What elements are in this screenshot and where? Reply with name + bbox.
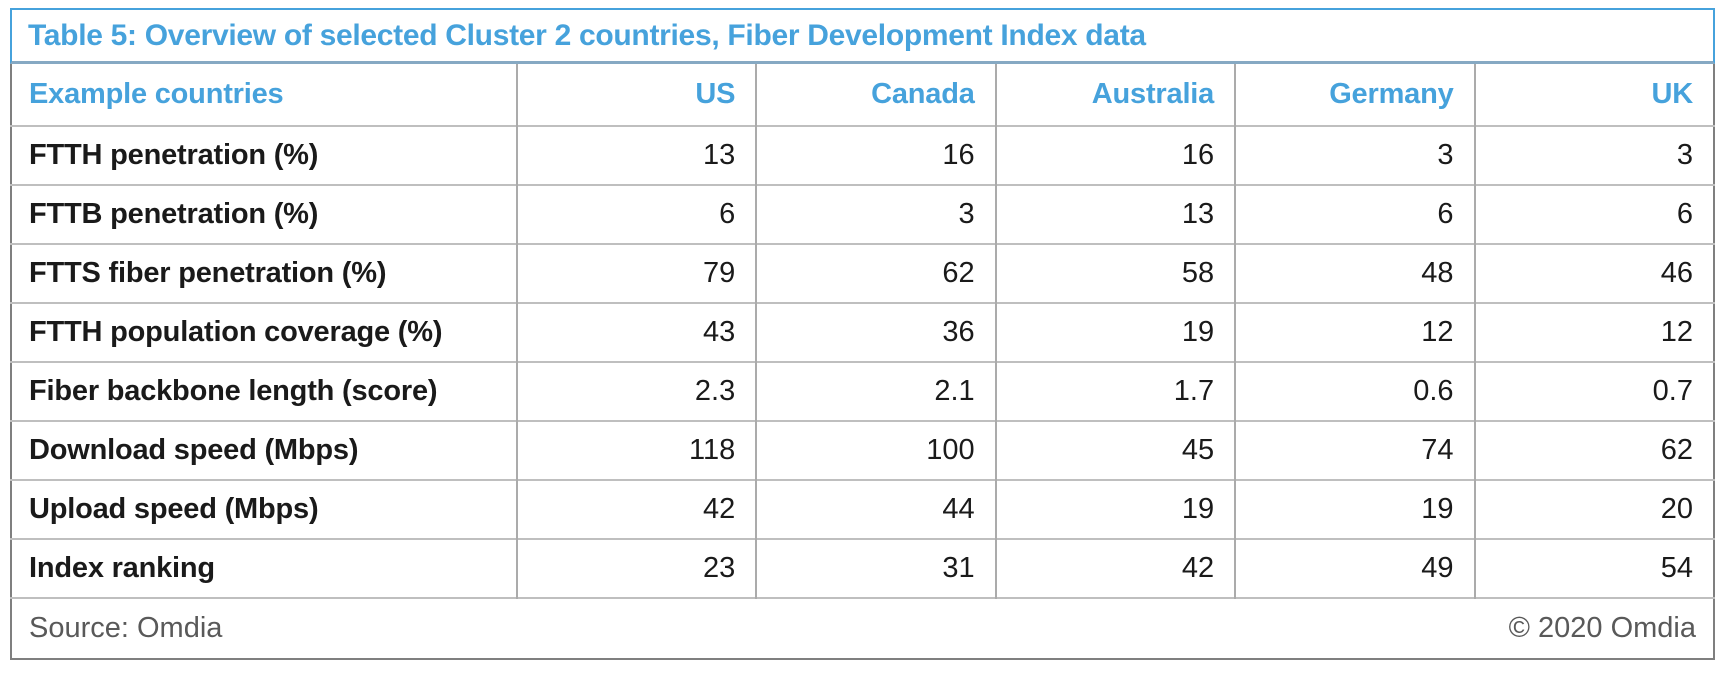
value-cell: 16 bbox=[994, 125, 1236, 185]
fdi-data-table: Example countries US Canada Australia Ge… bbox=[10, 64, 1715, 660]
table-row-fttb-penetration: FTTB penetration (%) 6 3 13 6 6 bbox=[11, 184, 1714, 244]
value-cell: 6 bbox=[1473, 184, 1714, 244]
value-cell: 46 bbox=[1473, 243, 1714, 303]
value-cell: 2.1 bbox=[755, 361, 996, 421]
row-label: FTTH penetration (%) bbox=[11, 125, 517, 185]
row-label: FTTS fiber penetration (%) bbox=[11, 243, 517, 303]
value-cell: 3 bbox=[1473, 125, 1714, 185]
table-row-upload-speed: Upload speed (Mbps) 42 44 19 19 20 bbox=[11, 479, 1714, 539]
value-cell: 1.7 bbox=[994, 361, 1236, 421]
row-label: FTTB penetration (%) bbox=[11, 184, 517, 244]
table-row-fiber-backbone-length: Fiber backbone length (score) 2.3 2.1 1.… bbox=[11, 361, 1714, 421]
fdi-table-container: Table 5: Overview of selected Cluster 2 … bbox=[10, 8, 1715, 660]
value-cell: 42 bbox=[994, 538, 1236, 598]
value-cell: 19 bbox=[994, 302, 1236, 362]
table-title-bar: Table 5: Overview of selected Cluster 2 … bbox=[10, 8, 1715, 64]
table-row-ftts-fiber-penetration: FTTS fiber penetration (%) 79 62 58 48 4… bbox=[11, 243, 1714, 303]
table-row-ftth-population-coverage: FTTH population coverage (%) 43 36 19 12… bbox=[11, 302, 1714, 362]
value-cell: 13 bbox=[994, 184, 1236, 244]
value-cell: 19 bbox=[1234, 479, 1475, 539]
value-cell: 16 bbox=[755, 125, 996, 185]
value-cell: 12 bbox=[1473, 302, 1714, 362]
value-cell: 6 bbox=[1234, 184, 1475, 244]
value-cell: 62 bbox=[755, 243, 996, 303]
table-row-ftth-penetration: FTTH penetration (%) 13 16 16 3 3 bbox=[11, 125, 1714, 185]
value-cell: 49 bbox=[1234, 538, 1475, 598]
value-cell: 36 bbox=[755, 302, 996, 362]
value-cell: 13 bbox=[515, 125, 757, 185]
value-cell: 0.7 bbox=[1473, 361, 1714, 421]
table-row-download-speed: Download speed (Mbps) 118 100 45 74 62 bbox=[11, 420, 1714, 480]
header-canada: Canada bbox=[755, 64, 996, 126]
value-cell: 43 bbox=[515, 302, 757, 362]
value-cell: 6 bbox=[515, 184, 757, 244]
value-cell: 3 bbox=[1234, 125, 1475, 185]
value-cell: 100 bbox=[755, 420, 996, 480]
value-cell: 44 bbox=[755, 479, 996, 539]
header-uk: UK bbox=[1473, 64, 1714, 126]
value-cell: 42 bbox=[515, 479, 757, 539]
header-australia: Australia bbox=[994, 64, 1236, 126]
row-label: Upload speed (Mbps) bbox=[11, 479, 517, 539]
table-footer-row: Source: Omdia © 2020 Omdia bbox=[11, 597, 1714, 659]
value-cell: 74 bbox=[1234, 420, 1475, 480]
table-row-index-ranking: Index ranking 23 31 42 49 54 bbox=[11, 538, 1714, 598]
value-cell: 0.6 bbox=[1234, 361, 1475, 421]
source-note: Source: Omdia bbox=[29, 612, 223, 644]
header-row: Example countries US Canada Australia Ge… bbox=[11, 64, 1714, 126]
value-cell: 23 bbox=[515, 538, 757, 598]
value-cell: 58 bbox=[994, 243, 1236, 303]
value-cell: 2.3 bbox=[515, 361, 757, 421]
table-title: Table 5: Overview of selected Cluster 2 … bbox=[28, 19, 1146, 52]
value-cell: 62 bbox=[1473, 420, 1714, 480]
value-cell: 20 bbox=[1473, 479, 1714, 539]
header-example-countries: Example countries bbox=[11, 64, 517, 126]
value-cell: 31 bbox=[755, 538, 996, 598]
value-cell: 3 bbox=[755, 184, 996, 244]
row-label: Fiber backbone length (score) bbox=[11, 361, 517, 421]
copyright-note: © 2020 Omdia bbox=[1508, 612, 1696, 644]
value-cell: 48 bbox=[1234, 243, 1475, 303]
value-cell: 79 bbox=[515, 243, 757, 303]
value-cell: 19 bbox=[994, 479, 1236, 539]
value-cell: 12 bbox=[1234, 302, 1475, 362]
value-cell: 54 bbox=[1473, 538, 1714, 598]
value-cell: 118 bbox=[515, 420, 757, 480]
row-label: Index ranking bbox=[11, 538, 517, 598]
row-label: FTTH population coverage (%) bbox=[11, 302, 517, 362]
value-cell: 45 bbox=[994, 420, 1236, 480]
header-germany: Germany bbox=[1234, 64, 1475, 126]
row-label: Download speed (Mbps) bbox=[11, 420, 517, 480]
header-us: US bbox=[515, 64, 757, 126]
